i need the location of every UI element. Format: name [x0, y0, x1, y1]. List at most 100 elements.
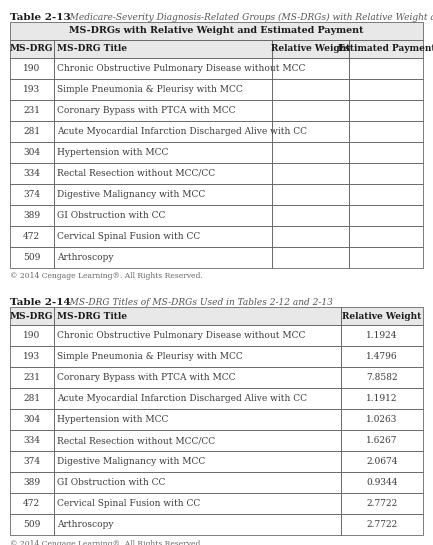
Bar — [10, 100, 54, 121]
Text: 1.0263: 1.0263 — [366, 415, 398, 425]
Bar — [10, 226, 54, 246]
Bar — [54, 58, 272, 79]
Text: Chronic Obstructive Pulmonary Disease without MCC: Chronic Obstructive Pulmonary Disease wi… — [57, 331, 306, 341]
Text: Cervical Spinal Fusion with CC: Cervical Spinal Fusion with CC — [57, 499, 200, 508]
Bar — [272, 162, 349, 184]
Text: © 2014 Cengage Learning®. All Rights Reserved.: © 2014 Cengage Learning®. All Rights Res… — [10, 272, 202, 280]
Bar — [10, 367, 54, 388]
Text: 374: 374 — [23, 457, 40, 467]
Text: 193: 193 — [23, 84, 40, 94]
Text: Table 2-14: Table 2-14 — [10, 298, 70, 307]
Text: 334: 334 — [23, 436, 40, 445]
Bar — [54, 430, 341, 451]
Bar — [54, 40, 272, 58]
Bar — [272, 142, 349, 162]
Text: 304: 304 — [23, 148, 40, 157]
Bar — [10, 40, 54, 58]
Text: 193: 193 — [23, 352, 40, 361]
Bar — [54, 307, 341, 325]
Text: Hypertension with MCC: Hypertension with MCC — [57, 415, 169, 425]
Text: MS-DRG Titles of MS-DRGs Used in Tables 2-12 and 2-13: MS-DRG Titles of MS-DRGs Used in Tables … — [61, 298, 333, 307]
Bar — [10, 204, 54, 226]
Text: 281: 281 — [23, 394, 40, 403]
Text: Chronic Obstructive Pulmonary Disease without MCC: Chronic Obstructive Pulmonary Disease wi… — [57, 64, 306, 73]
Text: 509: 509 — [23, 252, 40, 262]
Bar — [349, 58, 423, 79]
Bar — [349, 162, 423, 184]
Bar — [54, 162, 272, 184]
Text: Simple Pneumonia & Pleurisy with MCC: Simple Pneumonia & Pleurisy with MCC — [57, 84, 243, 94]
Text: 389: 389 — [23, 478, 40, 487]
Bar — [54, 246, 272, 268]
Bar — [10, 246, 54, 268]
Text: Coronary Bypass with PTCA with MCC: Coronary Bypass with PTCA with MCC — [57, 106, 236, 115]
Bar — [349, 204, 423, 226]
Text: MS-DRG Title: MS-DRG Title — [57, 312, 127, 321]
Bar — [341, 451, 423, 472]
Bar — [272, 204, 349, 226]
Text: 472: 472 — [23, 232, 40, 241]
Bar — [10, 409, 54, 430]
Bar — [341, 388, 423, 409]
Text: 2.7722: 2.7722 — [366, 499, 397, 508]
Text: Arthroscopy: Arthroscopy — [57, 252, 114, 262]
Bar — [349, 226, 423, 246]
Bar — [341, 409, 423, 430]
Bar — [54, 346, 341, 367]
Bar — [349, 142, 423, 162]
Bar — [10, 162, 54, 184]
Bar — [349, 100, 423, 121]
Bar — [272, 40, 349, 58]
Bar — [341, 346, 423, 367]
Bar — [10, 307, 54, 325]
Bar — [54, 142, 272, 162]
Text: Coronary Bypass with PTCA with MCC: Coronary Bypass with PTCA with MCC — [57, 373, 236, 383]
Bar — [341, 307, 423, 325]
Bar — [54, 325, 341, 346]
Bar — [10, 58, 54, 79]
Bar — [341, 493, 423, 514]
Text: Digestive Malignancy with MCC: Digestive Malignancy with MCC — [57, 190, 206, 199]
Bar — [54, 184, 272, 204]
Text: 334: 334 — [23, 168, 40, 178]
Text: 509: 509 — [23, 520, 40, 529]
Text: 1.1912: 1.1912 — [366, 394, 398, 403]
Bar — [54, 367, 341, 388]
Bar — [341, 367, 423, 388]
Bar — [54, 451, 341, 472]
Bar — [54, 120, 272, 142]
Text: 190: 190 — [23, 64, 40, 73]
Text: Estimated Payment: Estimated Payment — [338, 44, 433, 53]
Bar — [10, 430, 54, 451]
Text: 231: 231 — [23, 373, 40, 383]
Bar — [341, 472, 423, 493]
Text: MS-DRGs with Relative Weight and Estimated Payment: MS-DRGs with Relative Weight and Estimat… — [69, 26, 364, 35]
Text: MS-DRG Title: MS-DRG Title — [57, 44, 127, 53]
Text: GI Obstruction with CC: GI Obstruction with CC — [57, 210, 166, 220]
Text: 281: 281 — [23, 126, 40, 136]
Text: © 2014 Cengage Learning®. All Rights Reserved.: © 2014 Cengage Learning®. All Rights Res… — [10, 540, 202, 545]
Text: Relative Weight: Relative Weight — [271, 44, 350, 53]
Bar — [54, 100, 272, 121]
Bar — [10, 142, 54, 162]
Bar — [341, 514, 423, 535]
Bar — [10, 184, 54, 204]
Bar — [54, 409, 341, 430]
Bar — [272, 58, 349, 79]
Text: 374: 374 — [23, 190, 40, 199]
Text: Rectal Resection without MCC/CC: Rectal Resection without MCC/CC — [57, 168, 215, 178]
Bar — [10, 451, 54, 472]
Bar — [54, 472, 341, 493]
Bar — [10, 514, 54, 535]
Bar — [10, 120, 54, 142]
Text: 389: 389 — [23, 210, 40, 220]
Bar — [349, 184, 423, 204]
Text: 472: 472 — [23, 499, 40, 508]
Text: Relative Weight: Relative Weight — [343, 312, 422, 321]
Bar — [349, 246, 423, 268]
Bar — [10, 79, 54, 100]
Bar — [10, 472, 54, 493]
Bar — [10, 325, 54, 346]
Bar — [54, 388, 341, 409]
Bar — [10, 493, 54, 514]
